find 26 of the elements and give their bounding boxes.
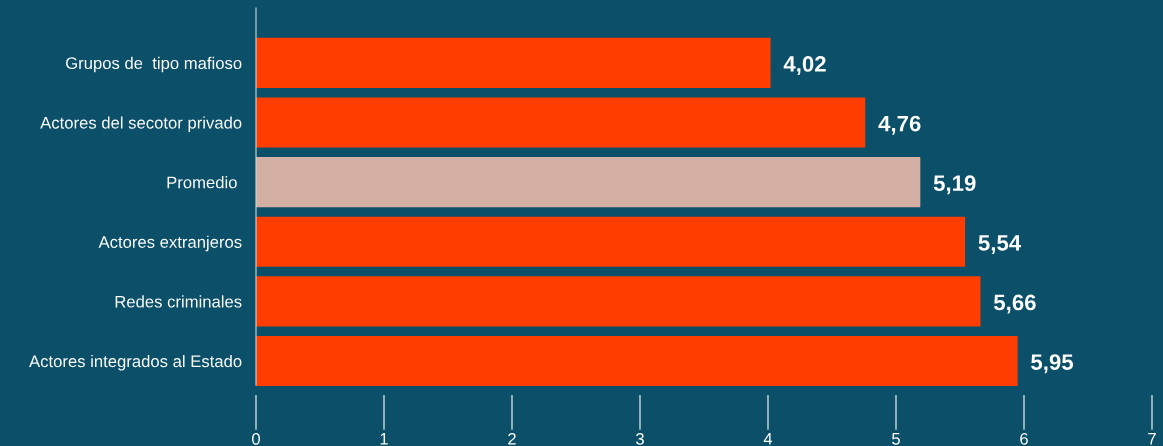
data-label: 5,19 <box>933 175 976 195</box>
y-tick-label: Actores integrados al Estado <box>29 354 242 371</box>
data-label: 4,02 <box>783 56 826 76</box>
data-label: 5,54 <box>978 235 1022 254</box>
bar <box>256 276 981 327</box>
x-tick-label: 3 <box>636 432 644 445</box>
y-tick-label: Promedio <box>167 176 237 189</box>
x-tick-label: 4 <box>763 433 773 445</box>
x-tick-label: 1 <box>380 433 388 445</box>
data-label: 5,66 <box>993 294 1036 314</box>
x-tick-label: 7 <box>1148 433 1156 445</box>
y-tick-label: Actores extranjeros <box>98 235 242 252</box>
bar <box>256 157 921 208</box>
x-tick-label: 2 <box>508 432 516 445</box>
data-label: 4,76 <box>878 115 921 135</box>
x-tick-label: 6 <box>1020 432 1028 445</box>
x-tick-label: 5 <box>892 433 900 445</box>
bar <box>256 216 966 267</box>
data-label: 5,95 <box>1031 354 1074 374</box>
y-tick-label: Actores del secotor privado <box>40 116 242 132</box>
bar <box>256 335 1018 387</box>
bar <box>256 97 866 148</box>
bar <box>256 37 771 88</box>
x-tick-label: 0 <box>252 432 260 445</box>
y-tick-label: Grupos de tipo mafioso <box>66 56 242 73</box>
y-tick-label: Redes criminales <box>115 295 242 308</box>
